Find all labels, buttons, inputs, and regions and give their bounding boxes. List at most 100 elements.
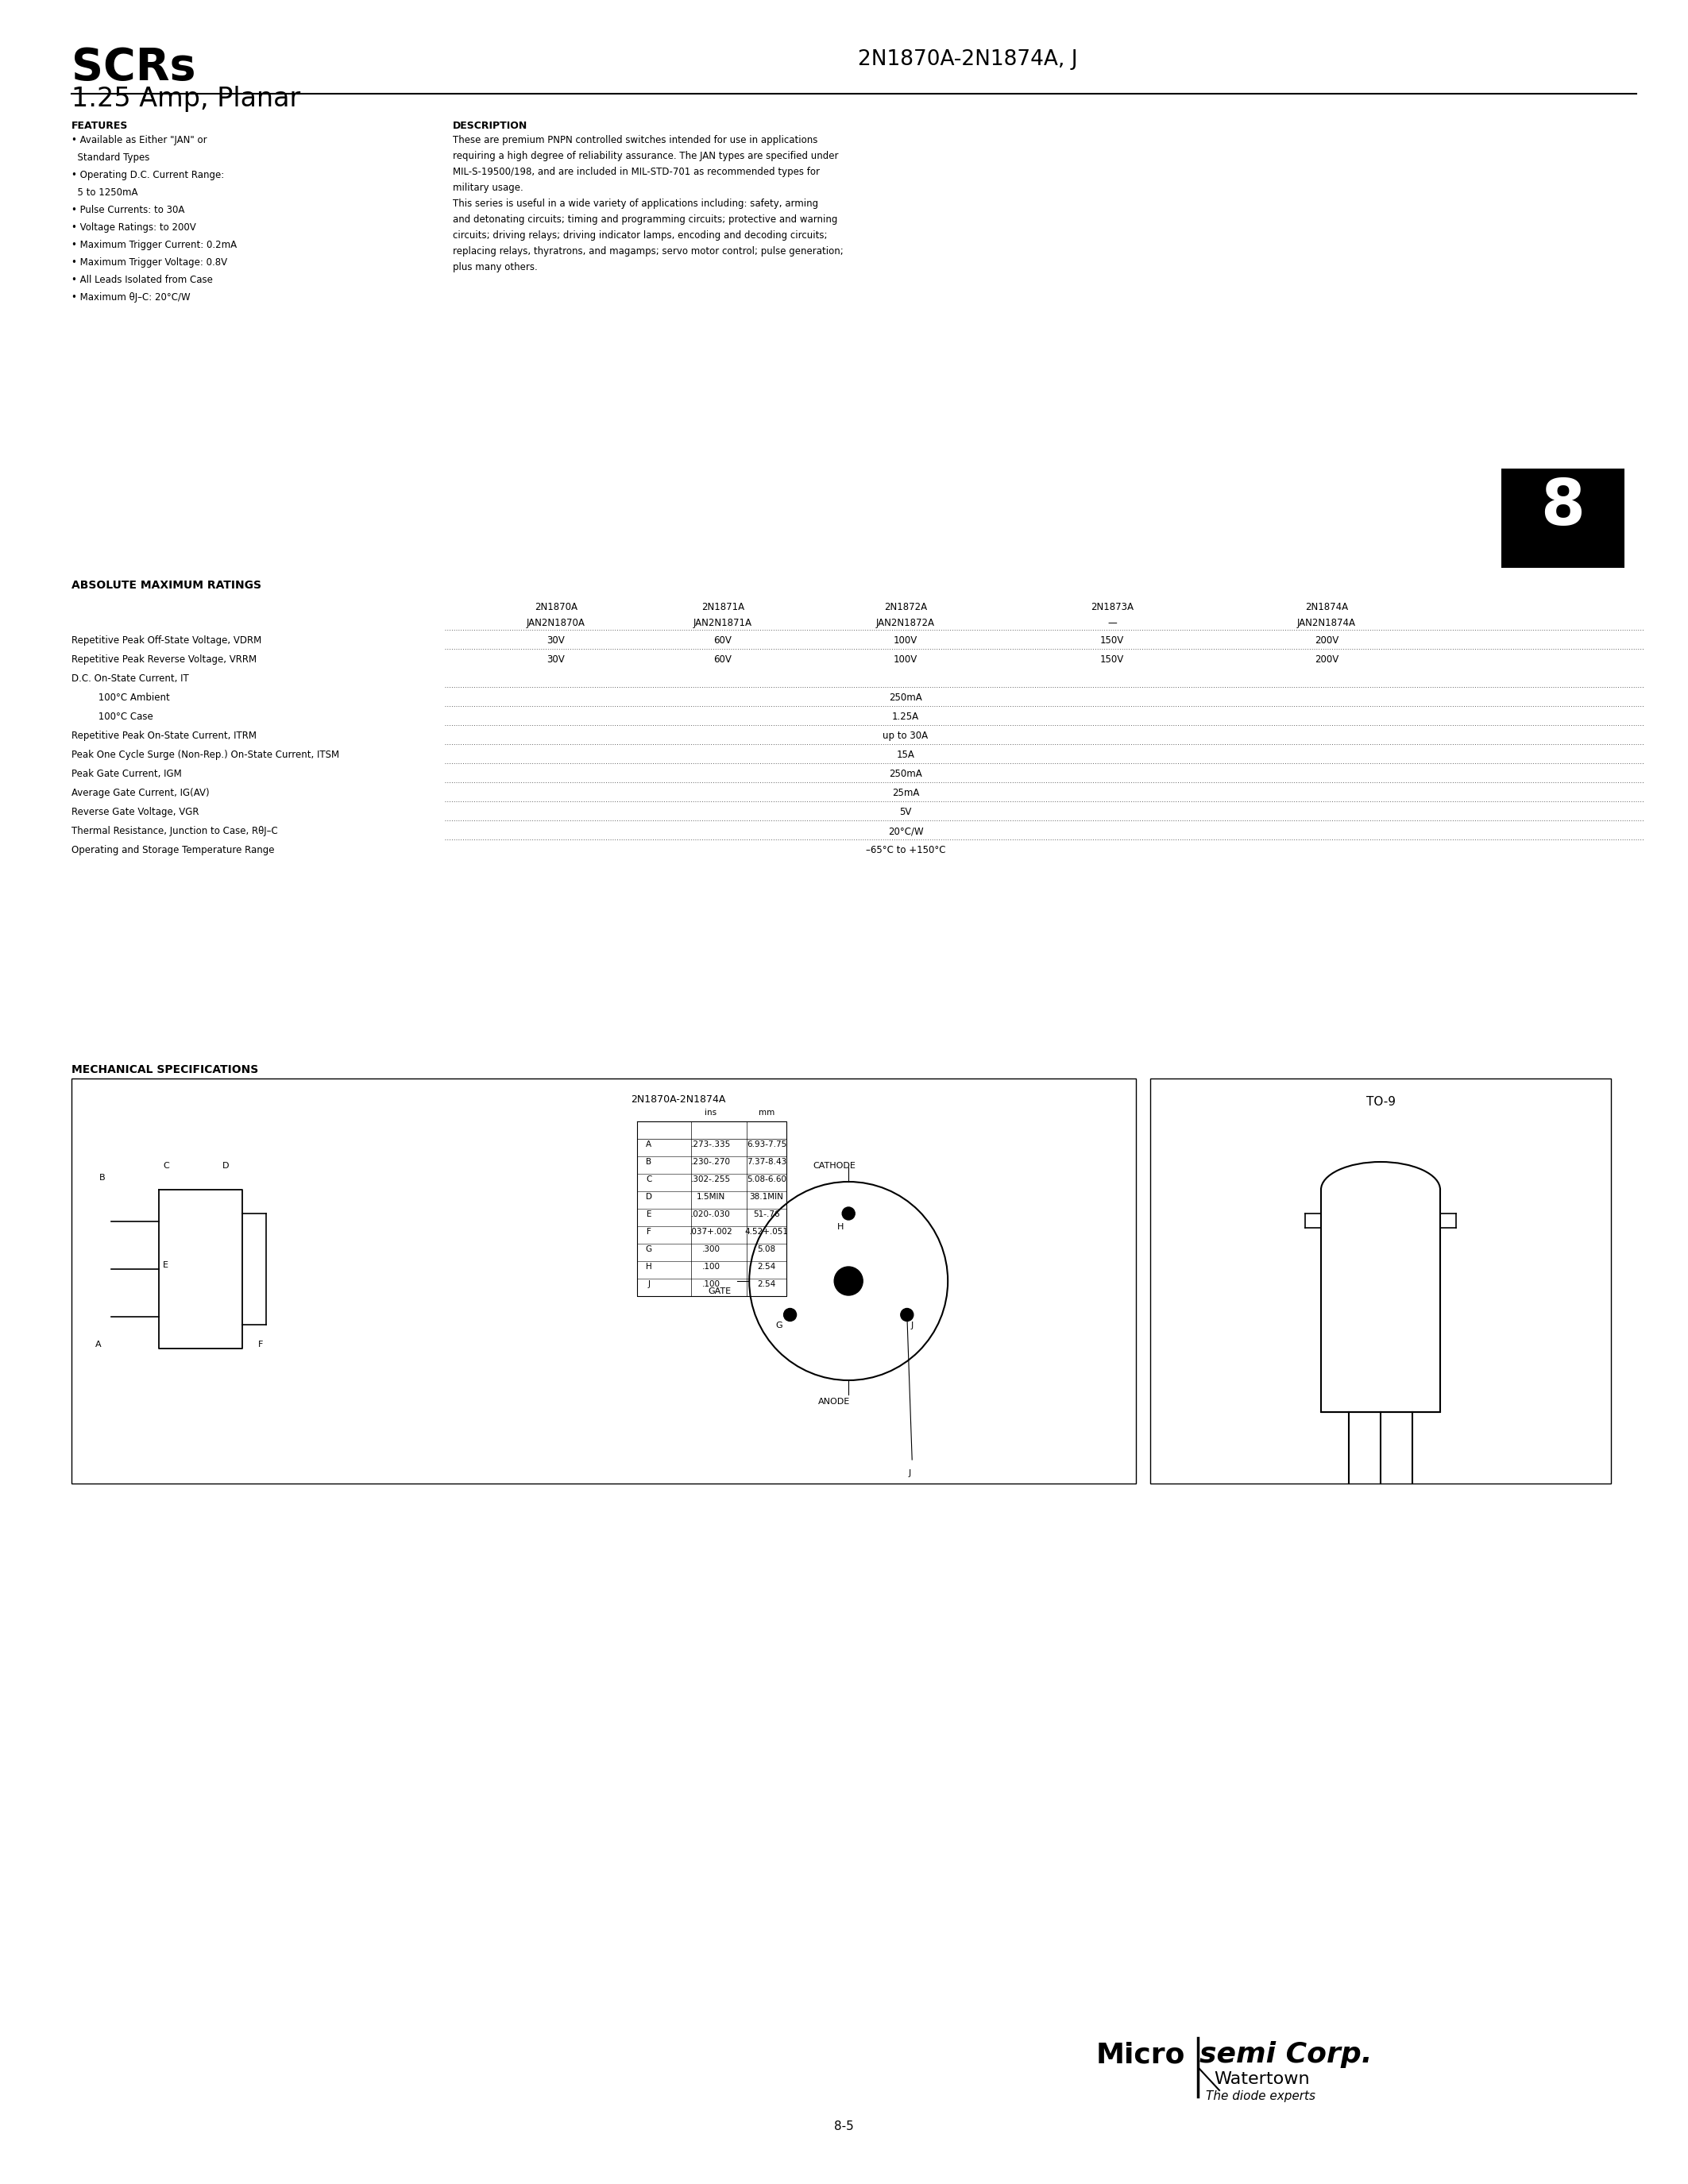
Circle shape bbox=[834, 1267, 863, 1295]
Text: .100: .100 bbox=[702, 1280, 721, 1289]
Text: 8-5: 8-5 bbox=[834, 2121, 854, 2132]
Text: GATE: GATE bbox=[707, 1286, 731, 1295]
Text: requiring a high degree of reliability assurance. The JAN types are specified un: requiring a high degree of reliability a… bbox=[452, 151, 839, 162]
Text: Peak Gate Current, IGM: Peak Gate Current, IGM bbox=[71, 769, 182, 780]
Text: TO-9: TO-9 bbox=[1366, 1096, 1396, 1107]
Text: 30V: 30V bbox=[547, 636, 565, 646]
Text: Repetitive Peak Reverse Voltage, VRRM: Repetitive Peak Reverse Voltage, VRRM bbox=[71, 655, 257, 664]
Text: replacing relays, thyratrons, and magamps; servo motor control; pulse generation: replacing relays, thyratrons, and magamp… bbox=[452, 247, 844, 256]
Text: D: D bbox=[647, 1192, 652, 1201]
Text: up to 30A: up to 30A bbox=[883, 732, 928, 740]
Text: 5V: 5V bbox=[900, 806, 912, 817]
Text: FEATURES: FEATURES bbox=[71, 120, 128, 131]
Text: 250mA: 250mA bbox=[890, 692, 922, 703]
Text: semi Corp.: semi Corp. bbox=[1200, 2042, 1372, 2068]
Text: 5.08: 5.08 bbox=[758, 1245, 776, 1254]
Bar bbox=[1501, 470, 1624, 568]
Text: 2.54: 2.54 bbox=[758, 1280, 776, 1289]
Text: 25mA: 25mA bbox=[891, 788, 920, 797]
Text: H: H bbox=[837, 1223, 844, 1232]
Text: Operating and Storage Temperature Range: Operating and Storage Temperature Range bbox=[71, 845, 275, 856]
Text: 4.52+.051: 4.52+.051 bbox=[744, 1227, 788, 1236]
Text: Thermal Resistance, Junction to Case, RθJ–C: Thermal Resistance, Junction to Case, Rθ… bbox=[71, 826, 279, 836]
Text: C: C bbox=[162, 1162, 169, 1171]
Text: Repetitive Peak On-State Current, ITRM: Repetitive Peak On-State Current, ITRM bbox=[71, 732, 257, 740]
Text: CATHODE: CATHODE bbox=[814, 1162, 856, 1171]
Text: E: E bbox=[162, 1260, 169, 1269]
Text: Reverse Gate Voltage, VGR: Reverse Gate Voltage, VGR bbox=[71, 806, 199, 817]
Text: 200V: 200V bbox=[1315, 655, 1339, 664]
Text: SCRs: SCRs bbox=[71, 46, 196, 90]
Text: 5 to 1250mA: 5 to 1250mA bbox=[71, 188, 138, 199]
Text: 2N1870A-2N1874A: 2N1870A-2N1874A bbox=[631, 1094, 726, 1105]
Text: 8: 8 bbox=[1541, 476, 1585, 539]
Text: 2N1870A: 2N1870A bbox=[535, 603, 577, 612]
Text: • Maximum Trigger Current: 0.2mA: • Maximum Trigger Current: 0.2mA bbox=[71, 240, 236, 251]
Text: and detonating circuits; timing and programming circuits; protective and warning: and detonating circuits; timing and prog… bbox=[452, 214, 837, 225]
Text: Micro: Micro bbox=[1096, 2042, 1185, 2068]
Text: 100°C Ambient: 100°C Ambient bbox=[71, 692, 170, 703]
Text: 2N1874A: 2N1874A bbox=[1305, 603, 1349, 612]
Text: MIL-S-19500/198, and are included in MIL-STD-701 as recommended types for: MIL-S-19500/198, and are included in MIL… bbox=[452, 166, 820, 177]
Text: H: H bbox=[647, 1262, 652, 1271]
Text: J: J bbox=[912, 1321, 913, 1330]
Text: 2N1872A: 2N1872A bbox=[885, 603, 927, 612]
Text: 51-.76: 51-.76 bbox=[753, 1210, 780, 1219]
Text: • Maximum Trigger Voltage: 0.8V: • Maximum Trigger Voltage: 0.8V bbox=[71, 258, 228, 269]
Text: .230-.270: .230-.270 bbox=[690, 1158, 731, 1166]
Text: JAN2N1872A: JAN2N1872A bbox=[876, 618, 935, 629]
Text: • Operating D.C. Current Range:: • Operating D.C. Current Range: bbox=[71, 170, 225, 181]
Text: JAN2N1871A: JAN2N1871A bbox=[694, 618, 753, 629]
Text: —: — bbox=[1107, 618, 1117, 629]
Text: • Available as Either "JAN" or: • Available as Either "JAN" or bbox=[71, 135, 208, 146]
Text: DESCRIPTION: DESCRIPTION bbox=[452, 120, 528, 131]
Text: 20°C/W: 20°C/W bbox=[888, 826, 923, 836]
Text: A: A bbox=[647, 1140, 652, 1149]
Text: ANODE: ANODE bbox=[819, 1398, 851, 1406]
Text: 38.1MIN: 38.1MIN bbox=[749, 1192, 783, 1201]
Text: 2N1871A: 2N1871A bbox=[702, 603, 744, 612]
Text: 1.5MIN: 1.5MIN bbox=[697, 1192, 726, 1201]
Text: .302-.255: .302-.255 bbox=[690, 1175, 731, 1184]
Text: .037+.002: .037+.002 bbox=[689, 1227, 733, 1236]
Text: • All Leads Isolated from Case: • All Leads Isolated from Case bbox=[71, 275, 213, 286]
Text: 2N1870A-2N1874A, J: 2N1870A-2N1874A, J bbox=[858, 50, 1077, 70]
Text: .100: .100 bbox=[702, 1262, 721, 1271]
Text: D: D bbox=[223, 1162, 230, 1171]
Text: 150V: 150V bbox=[1101, 636, 1124, 646]
Text: JAN2N1870A: JAN2N1870A bbox=[527, 618, 586, 629]
Text: Average Gate Current, IG(AV): Average Gate Current, IG(AV) bbox=[71, 788, 209, 797]
Text: ABSOLUTE MAXIMUM RATINGS: ABSOLUTE MAXIMUM RATINGS bbox=[71, 579, 262, 592]
Text: 100V: 100V bbox=[893, 636, 918, 646]
Text: • Voltage Ratings: to 200V: • Voltage Ratings: to 200V bbox=[71, 223, 196, 234]
Text: JAN2N1874A: JAN2N1874A bbox=[1296, 618, 1355, 629]
Text: 15A: 15A bbox=[896, 749, 915, 760]
Bar bbox=[1150, 1079, 1610, 1483]
Text: J: J bbox=[648, 1280, 650, 1289]
Text: These are premium PNPN controlled switches intended for use in applications: These are premium PNPN controlled switch… bbox=[452, 135, 817, 146]
Text: F: F bbox=[258, 1341, 263, 1348]
Text: military usage.: military usage. bbox=[452, 183, 523, 192]
Text: ins: ins bbox=[706, 1109, 717, 1116]
Text: 5.08-6.60: 5.08-6.60 bbox=[746, 1175, 787, 1184]
Circle shape bbox=[842, 1208, 854, 1221]
Text: 2.54: 2.54 bbox=[758, 1262, 776, 1271]
Text: 60V: 60V bbox=[714, 655, 733, 664]
Text: 60V: 60V bbox=[714, 636, 733, 646]
Text: G: G bbox=[776, 1321, 783, 1330]
Text: 250mA: 250mA bbox=[890, 769, 922, 780]
Circle shape bbox=[783, 1308, 797, 1321]
Bar bbox=[71, 1079, 1136, 1483]
Text: 100°C Case: 100°C Case bbox=[71, 712, 154, 723]
Text: • Maximum θJ–C: 20°C/W: • Maximum θJ–C: 20°C/W bbox=[71, 293, 191, 304]
Text: C: C bbox=[647, 1175, 652, 1184]
Text: B: B bbox=[647, 1158, 652, 1166]
Text: 7.37-8.43: 7.37-8.43 bbox=[746, 1158, 787, 1166]
Text: 30V: 30V bbox=[547, 655, 565, 664]
Text: Standard Types: Standard Types bbox=[71, 153, 150, 164]
Text: G: G bbox=[647, 1245, 652, 1254]
Text: –65°C to +150°C: –65°C to +150°C bbox=[866, 845, 945, 856]
Text: 1.25 Amp, Planar: 1.25 Amp, Planar bbox=[71, 85, 300, 111]
Text: circuits; driving relays; driving indicator lamps, encoding and decoding circuit: circuits; driving relays; driving indica… bbox=[452, 229, 827, 240]
Text: MECHANICAL SPECIFICATIONS: MECHANICAL SPECIFICATIONS bbox=[71, 1064, 258, 1075]
